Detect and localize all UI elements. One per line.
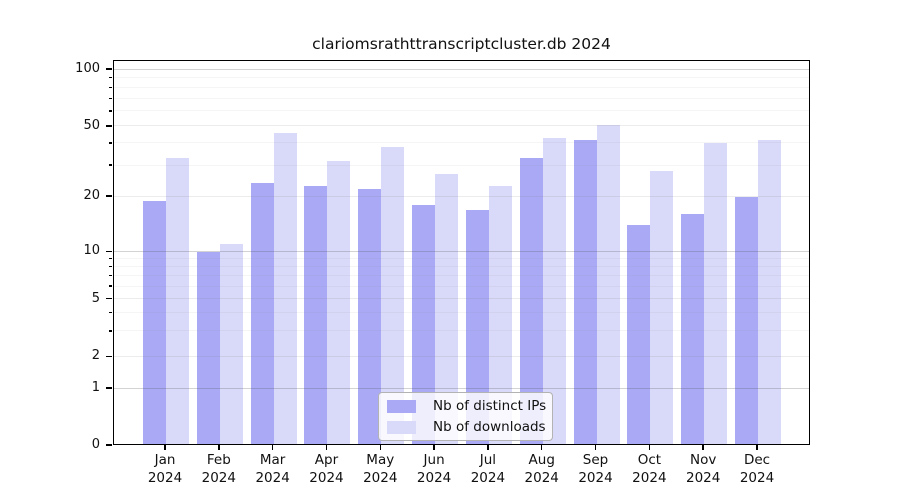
bar-downloads	[273, 132, 297, 444]
x-axis-label-apr: Apr 2024	[309, 452, 344, 486]
legend-entry-distinct-ips: Nb of distinct IPs	[387, 398, 552, 414]
y-axis-minor-tick-8	[109, 265, 112, 268]
bar-distinct-ips	[412, 205, 436, 444]
chart-title: clariomsrathttranscriptcluster.db 2024	[312, 35, 611, 53]
bar-distinct-ips	[465, 209, 489, 444]
legend-swatch-downloads	[387, 420, 416, 434]
y-axis-tick-2	[106, 355, 112, 358]
y-axis-minor-tick-90	[109, 76, 112, 79]
legend: Nb of distinct IPs Nb of downloads	[378, 392, 553, 441]
x-axis-tick-oct	[648, 445, 651, 450]
bar-distinct-ips	[304, 185, 328, 444]
bar-downloads	[758, 139, 781, 444]
x-axis-tick-may	[379, 445, 382, 450]
y-axis-tick-label: 2	[91, 348, 100, 364]
bar-distinct-ips	[143, 200, 166, 444]
y-axis-minor-tick-70	[109, 97, 112, 100]
y-axis-tick-1	[106, 387, 112, 389]
bar-distinct-ips	[573, 139, 597, 444]
y-axis-tick-label: 10	[83, 243, 100, 259]
x-axis-tick-apr	[325, 445, 328, 450]
x-axis-tick-aug	[540, 445, 543, 450]
x-axis-label-nov: Nov 2024	[685, 452, 721, 486]
y-axis-tick-20	[106, 195, 112, 197]
y-axis-minor-tick-80	[109, 86, 112, 89]
legend-entry-downloads: Nb of downloads	[387, 419, 552, 435]
bar-downloads	[542, 137, 566, 444]
y-axis-tick-5	[106, 297, 112, 300]
x-axis-tick-feb	[218, 445, 220, 450]
plot-area	[113, 60, 810, 445]
bar-distinct-ips	[358, 189, 382, 444]
bar-distinct-ips	[250, 182, 274, 444]
x-axis-tick-mar	[271, 445, 274, 450]
x-axis-label-aug: Aug 2024	[524, 452, 559, 486]
y-axis-minor-tick-40	[109, 142, 112, 144]
bar-downloads	[327, 160, 351, 444]
gridline-y-50	[114, 125, 809, 127]
bar-distinct-ips	[627, 225, 651, 444]
x-axis-tick-jan	[164, 445, 166, 450]
bar-downloads	[435, 173, 459, 444]
y-axis-minor-tick-6	[109, 285, 112, 287]
x-axis-label-mar: Mar 2024	[255, 452, 290, 486]
bar-downloads	[219, 244, 243, 444]
y-axis-tick-50	[106, 125, 112, 127]
legend-label-downloads: Nb of downloads	[433, 419, 546, 435]
y-axis-tick-label: 100	[75, 61, 100, 76]
y-axis-minor-tick-3	[109, 330, 112, 332]
x-axis-label-oct: Oct 2024	[632, 452, 667, 486]
gridline-y-minor-70	[114, 97, 809, 99]
y-axis-minor-tick-30	[109, 164, 112, 166]
x-axis-tick-nov	[702, 445, 704, 450]
x-axis-label-dec: Dec 2024	[739, 452, 775, 486]
x-axis-label-sep: Sep 2024	[578, 452, 613, 486]
y-axis-tick-label: 50	[83, 117, 100, 133]
y-axis-tick-100	[106, 68, 112, 70]
x-axis-label-jan: Jan 2024	[147, 452, 183, 486]
y-axis-minor-tick-60	[109, 110, 112, 112]
bar-distinct-ips	[681, 214, 705, 444]
bar-distinct-ips	[519, 158, 543, 444]
y-axis-minor-tick-9	[109, 257, 112, 260]
y-axis-tick-label: 20	[83, 188, 100, 204]
x-axis-label-jul: Jul 2024	[470, 452, 506, 486]
x-axis-tick-dec	[756, 445, 758, 450]
bar-downloads	[704, 143, 728, 444]
bar-distinct-ips	[196, 252, 220, 444]
gridline-y-minor-80	[114, 86, 809, 88]
y-axis-minor-tick-4	[109, 311, 112, 314]
bar-downloads	[596, 124, 620, 444]
x-axis-label-feb: Feb 2024	[201, 452, 236, 486]
legend-label-distinct-ips: Nb of distinct IPs	[433, 398, 547, 414]
x-axis-tick-jun	[433, 445, 435, 450]
y-axis-tick-label: 5	[91, 290, 100, 306]
y-axis-tick-label: 0	[91, 437, 100, 452]
x-axis-label-may: May 2024	[363, 452, 398, 486]
gridline-y-100	[114, 68, 809, 70]
legend-swatch-distinct-ips	[387, 399, 416, 413]
y-axis-tick-label: 1	[91, 380, 100, 396]
bar-downloads	[166, 158, 189, 444]
x-axis-tick-jul	[487, 445, 489, 450]
bar-distinct-ips	[735, 196, 758, 444]
gridline-y-minor-90	[114, 77, 809, 79]
x-axis-tick-sep	[594, 445, 597, 450]
y-axis-minor-tick-7	[109, 274, 112, 277]
y-axis-tick-10	[106, 250, 112, 253]
bar-downloads	[381, 147, 405, 444]
x-axis-label-jun: Jun 2024	[416, 452, 452, 486]
bar-downloads	[488, 185, 512, 444]
bar-downloads	[650, 170, 674, 444]
y-axis-tick-0	[106, 444, 112, 446]
gridline-y-minor-60	[114, 110, 809, 112]
